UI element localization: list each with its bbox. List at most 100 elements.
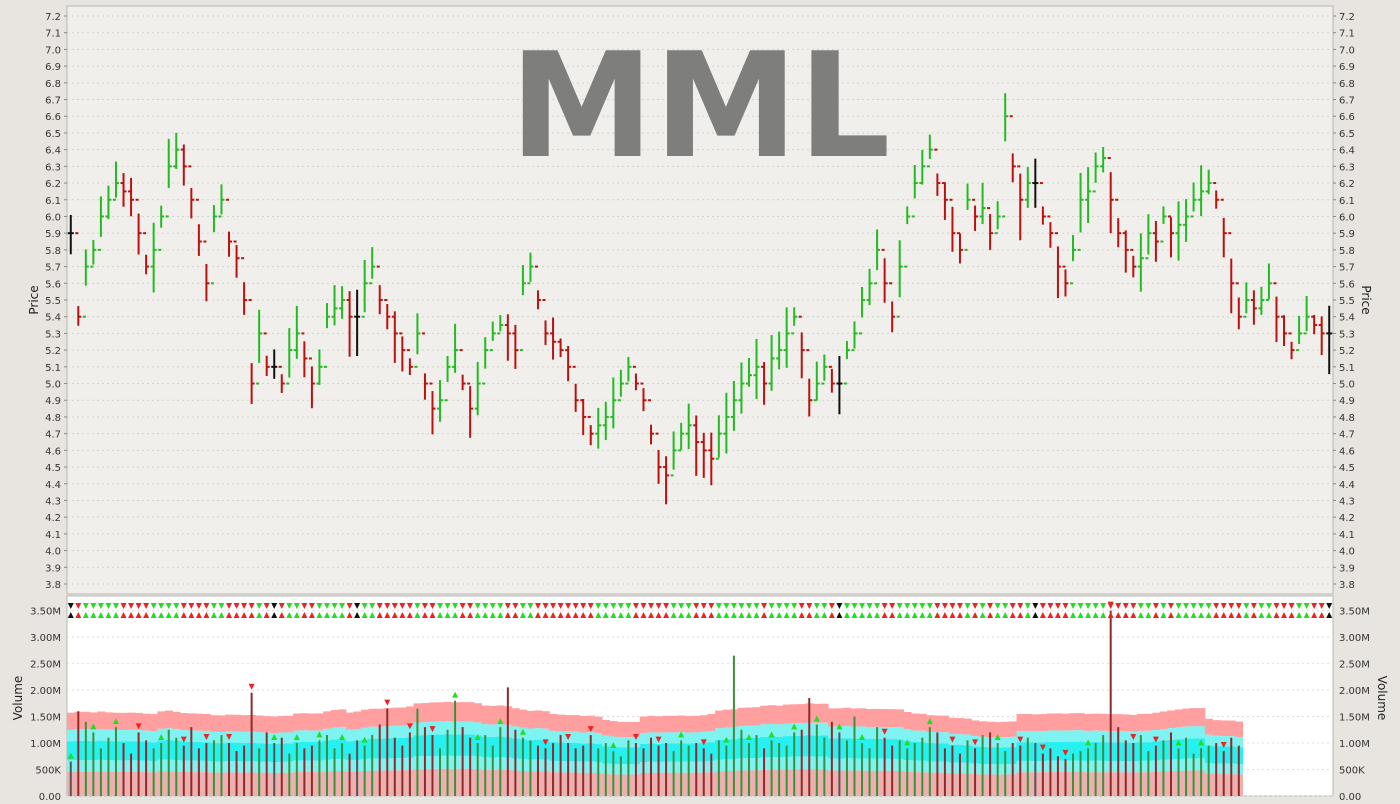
price-tick-right: 4.2 (1339, 513, 1355, 524)
volume-band-middle (1212, 735, 1221, 747)
price-tick-right: 6.1 (1339, 196, 1355, 207)
signal-marker-top (806, 603, 813, 609)
signal-marker-bottom (1070, 612, 1077, 618)
signal-marker-bottom (195, 612, 202, 618)
volume-band-outer (338, 709, 347, 728)
signal-marker-top (956, 603, 963, 609)
volume-band-outer (104, 712, 113, 730)
volume-band-outer (180, 713, 189, 731)
volume-band-outer (1159, 711, 1168, 729)
signal-marker-bottom (248, 612, 255, 618)
volume-band-middle (195, 730, 204, 743)
volume-band-outer (873, 708, 882, 727)
volume-band-outer (330, 709, 339, 728)
signal-marker-top (949, 603, 956, 609)
signal-marker-top (1032, 603, 1039, 609)
signal-marker-top (1122, 603, 1129, 609)
signal-marker-top (1265, 603, 1272, 609)
price-tick-left: 5.4 (45, 313, 61, 324)
signal-marker-top (75, 603, 82, 609)
signal-marker-top (859, 603, 866, 609)
volume-band-outer (428, 702, 437, 722)
volume-marker (180, 736, 187, 743)
signal-marker-bottom (474, 612, 481, 618)
volume-band-outer (481, 705, 490, 725)
signal-marker-bottom (323, 612, 330, 618)
volume-band-outer (1174, 709, 1183, 728)
signal-marker-top (678, 603, 685, 609)
signal-marker-top (301, 603, 308, 609)
price-tick-left: 6.3 (45, 162, 61, 173)
volume-marker (655, 736, 662, 743)
price-tick-right: 6.6 (1339, 112, 1355, 123)
signal-marker-bottom (1145, 612, 1152, 618)
volume-band-outer (142, 713, 151, 731)
volume-band-middle (232, 731, 241, 743)
price-tick-right: 6.5 (1339, 129, 1355, 140)
volume-band-middle (677, 732, 686, 744)
signal-marker-bottom (1115, 612, 1122, 618)
volume-marker (1198, 739, 1205, 746)
signal-marker-bottom (964, 612, 971, 618)
price-tick-left: 5.9 (45, 229, 61, 240)
volume-band-middle (775, 724, 784, 737)
volume-band-middle (1174, 727, 1183, 740)
volume-marker (881, 728, 888, 735)
volume-band-inner (436, 734, 445, 756)
volume-marker (248, 683, 255, 690)
volume-band-outer (89, 712, 98, 730)
volume-band-outer (888, 709, 897, 728)
signal-marker-bottom (791, 612, 798, 618)
volume-marker (67, 752, 74, 759)
signal-marker-top (429, 603, 436, 609)
volume-band-outer (760, 705, 769, 725)
signal-marker-top (497, 603, 504, 609)
volume-band-outer (1046, 713, 1055, 731)
volume-marker (406, 723, 413, 730)
volume-marker (293, 734, 300, 741)
signal-marker-top (203, 603, 210, 609)
signal-marker-top (527, 603, 534, 609)
volume-band-middle (745, 725, 754, 739)
signal-marker-top (256, 603, 263, 609)
signal-marker-top (195, 603, 202, 609)
signal-marker-top (919, 603, 926, 609)
signal-marker-top (1062, 603, 1069, 609)
signal-marker-bottom (904, 612, 911, 618)
signal-marker-top (1017, 603, 1024, 609)
signal-marker-top (745, 603, 752, 609)
price-tick-right: 5.9 (1339, 229, 1355, 240)
volume-band-inner (285, 743, 294, 762)
price-tick-right: 5.8 (1339, 246, 1355, 257)
volume-band-outer (526, 710, 535, 729)
signal-marker-bottom (693, 612, 700, 618)
signal-marker-top (610, 603, 617, 609)
price-tick-left: 6.9 (45, 62, 61, 73)
signal-marker-top (1039, 603, 1046, 609)
signal-marker-bottom (753, 612, 760, 618)
signal-marker-top (437, 603, 444, 609)
volume-band-outer (1039, 714, 1048, 732)
signal-marker-top (1070, 603, 1077, 609)
signal-marker-top (761, 603, 768, 609)
volume-band-middle (330, 727, 339, 740)
volume-band-outer (639, 716, 648, 734)
signal-marker-top (361, 603, 368, 609)
volume-band-middle (127, 729, 136, 742)
signal-marker-bottom (956, 612, 963, 618)
signal-marker-bottom (414, 612, 421, 618)
signal-marker-bottom (361, 612, 368, 618)
volume-band-outer (1024, 713, 1033, 731)
volume-marker (226, 734, 233, 741)
signal-marker-top (226, 603, 233, 609)
volume-band-middle (993, 737, 1002, 748)
volume-band-outer (1114, 714, 1123, 732)
volume-band-middle (240, 731, 249, 744)
signal-marker-bottom (482, 612, 489, 618)
signal-marker-top (783, 603, 790, 609)
volume-marker (1039, 744, 1046, 751)
signal-marker-top (308, 603, 315, 609)
volume-marker (610, 741, 617, 748)
signal-marker-top (1009, 603, 1016, 609)
